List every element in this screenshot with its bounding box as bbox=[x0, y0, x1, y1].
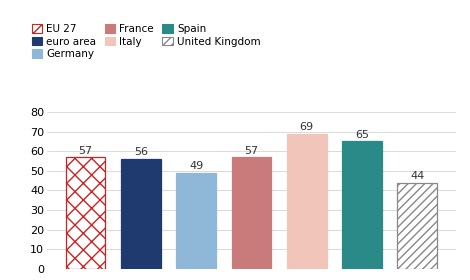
Bar bbox=[232, 157, 271, 269]
Bar bbox=[121, 159, 161, 269]
Text: 69: 69 bbox=[300, 122, 314, 132]
Text: 49: 49 bbox=[189, 161, 203, 171]
Text: 57: 57 bbox=[244, 146, 258, 155]
Bar bbox=[176, 173, 216, 269]
Text: 56: 56 bbox=[134, 148, 148, 157]
Text: 44: 44 bbox=[410, 171, 424, 181]
Bar bbox=[342, 141, 382, 269]
Legend: EU 27, euro area, Germany, France, Italy, Spain, United Kingdom: EU 27, euro area, Germany, France, Italy… bbox=[28, 20, 265, 64]
Text: 57: 57 bbox=[78, 146, 93, 155]
Text: 65: 65 bbox=[355, 130, 369, 140]
Bar bbox=[287, 134, 327, 269]
Bar bbox=[398, 183, 437, 269]
Bar bbox=[66, 157, 105, 269]
